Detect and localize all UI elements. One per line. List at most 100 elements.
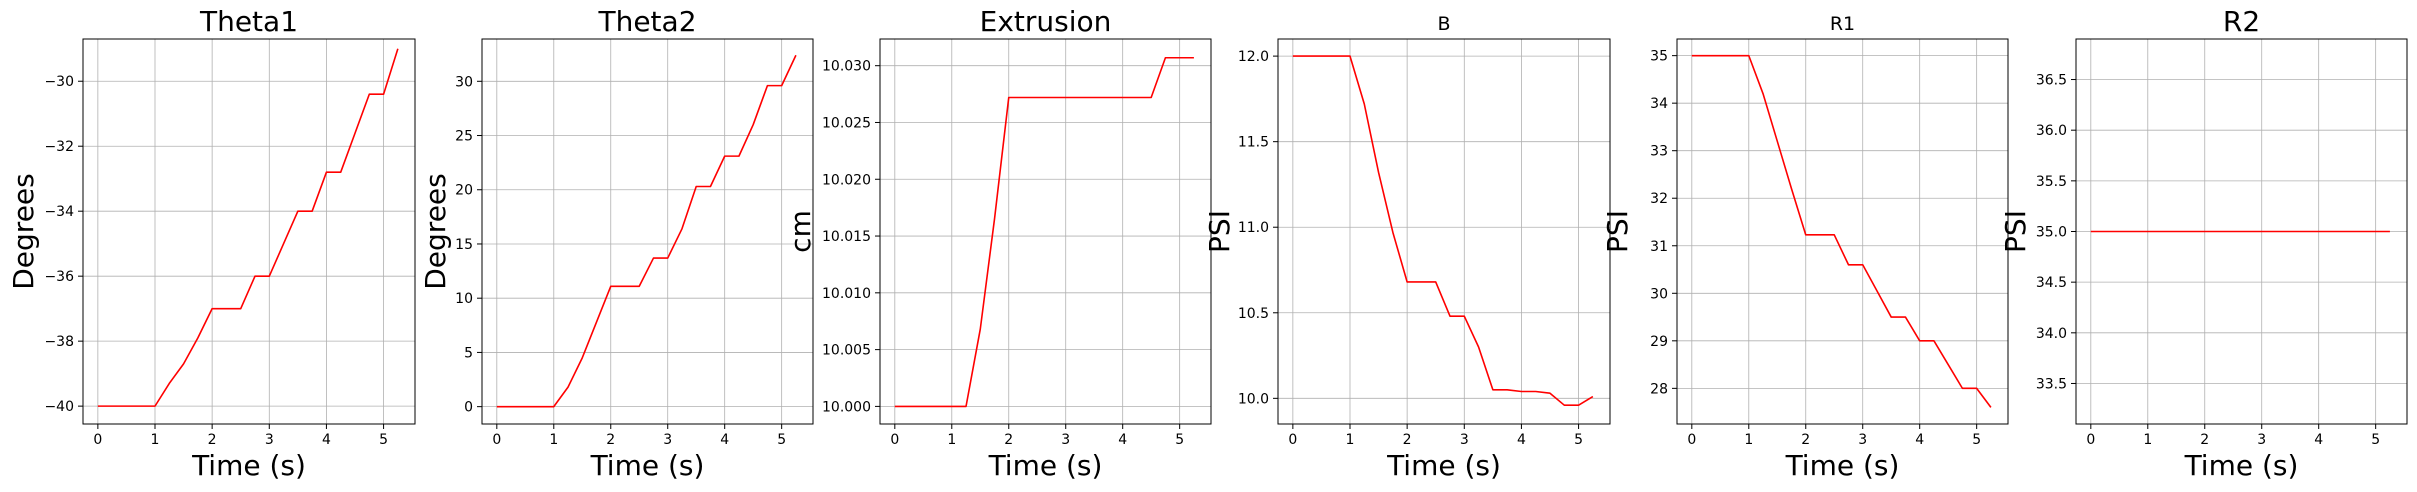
- y-tick-label: 29: [1650, 334, 1668, 350]
- y-axis-label: cm: [784, 210, 817, 253]
- x-tick-label: 0: [890, 432, 899, 448]
- y-tick-label: 36.0: [2036, 123, 2067, 139]
- x-tick-label: 4: [1517, 432, 1526, 448]
- y-tick-label: 11.5: [1238, 135, 1269, 151]
- x-axis-label: Time (s): [2184, 449, 2299, 482]
- y-tick-label: 10.010: [822, 286, 871, 302]
- y-axis-label: Degrees: [419, 173, 452, 290]
- x-tick-label: 5: [1574, 432, 1583, 448]
- chart-panel-1: 0 1 2 3 4 5 −40 −38 −36 −34 −32 −30 Theta1 Time (s) De…: [7, 5, 416, 482]
- x-tick-label: 2: [606, 432, 615, 448]
- x-tick-label: 3: [2257, 432, 2266, 448]
- x-tick-label: 4: [1118, 432, 1127, 448]
- series-line: [894, 56, 1194, 408]
- y-tick-label: 33.5: [2036, 376, 2067, 392]
- y-tick-label: 12.0: [1238, 49, 1269, 65]
- chart-title: Theta2: [597, 5, 696, 38]
- series-line: [496, 54, 797, 408]
- chart-title: R2: [2223, 5, 2260, 38]
- y-axis-label: PSI: [1601, 210, 1634, 253]
- chart-title: B: [1437, 13, 1450, 35]
- x-axis-label: Time (s): [988, 449, 1103, 482]
- y-tick-label: 34.0: [2036, 326, 2067, 342]
- x-tick-label: 1: [947, 432, 956, 448]
- y-tick-label: 35.0: [2036, 225, 2067, 241]
- y-axis-label: Degrees: [7, 173, 40, 290]
- y-tick-label: 28: [1650, 381, 1668, 397]
- y-tick-label: 33: [1650, 144, 1668, 160]
- chart-panel-4: 0 1 2 3 4 5 10.0 10.5 11.0 11.5 12.0 B Time (s) PSI: [1203, 13, 1611, 482]
- axes-frame: [1676, 38, 2009, 425]
- y-tick-label: 30: [1650, 286, 1668, 302]
- y-tick-label: 10.020: [822, 172, 871, 188]
- x-tick-label: 3: [265, 432, 274, 448]
- x-tick-label: 1: [549, 432, 558, 448]
- x-axis-label: Time (s): [590, 449, 705, 482]
- axes-frame: [82, 38, 416, 425]
- y-tick-label: −30: [44, 74, 74, 90]
- y-tick-label: −32: [44, 139, 74, 155]
- x-tick-label: 4: [322, 432, 331, 448]
- x-tick-label: 1: [2143, 432, 2152, 448]
- y-tick-label: 35: [1650, 49, 1668, 65]
- y-tick-label: 10.025: [822, 115, 871, 131]
- y-tick-label: 34.5: [2036, 275, 2067, 291]
- x-tick-label: 2: [208, 432, 217, 448]
- chart-panel-2: 0 1 2 3 4 5 0 5 10 15 20 25 30 Theta2 Time (s) Degrees: [419, 5, 814, 482]
- x-tick-label: 5: [2371, 432, 2380, 448]
- y-tick-label: 34: [1650, 96, 1668, 112]
- x-tick-label: 5: [1175, 432, 1184, 448]
- axes-frame: [1277, 38, 1611, 425]
- x-tick-label: 0: [1288, 432, 1297, 448]
- y-axis-label: PSI: [1999, 210, 2032, 253]
- y-tick-label: 36.5: [2036, 73, 2067, 89]
- x-tick-label: 1: [1346, 432, 1355, 448]
- y-tick-label: 10.030: [822, 59, 871, 75]
- x-tick-label: 2: [1403, 432, 1412, 448]
- x-tick-label: 3: [1460, 432, 1469, 448]
- x-tick-label: 5: [379, 432, 388, 448]
- chart-panel-3: 0 1 2 3 4 5 10.000 10.005 10.010 10.015 10.020 10.0…: [784, 5, 1212, 482]
- x-axis-label: Time (s): [191, 449, 306, 482]
- y-tick-label: 10.000: [822, 399, 871, 415]
- y-tick-label: 32: [1650, 191, 1668, 207]
- x-tick-label: 2: [2200, 432, 2209, 448]
- x-tick-label: 0: [93, 432, 102, 448]
- x-tick-label: 5: [777, 432, 786, 448]
- x-axis-label: Time (s): [1785, 449, 1900, 482]
- y-tick-label: 10.5: [1238, 306, 1269, 322]
- axes-frame: [879, 38, 1212, 425]
- y-tick-label: 10.005: [822, 343, 871, 359]
- x-tick-label: 3: [1858, 432, 1867, 448]
- x-tick-label: 1: [151, 432, 160, 448]
- x-tick-label: 3: [1061, 432, 1070, 448]
- y-tick-label: 0: [464, 400, 473, 416]
- series-line: [1292, 55, 1594, 406]
- y-tick-label: 5: [464, 345, 473, 361]
- x-tick-label: 4: [1915, 432, 1924, 448]
- y-tick-label: 15: [455, 237, 473, 253]
- x-tick-label: 1: [1744, 432, 1753, 448]
- x-tick-label: 0: [1687, 432, 1696, 448]
- y-tick-label: −38: [44, 334, 74, 350]
- x-tick-label: 4: [720, 432, 729, 448]
- y-tick-label: 30: [455, 74, 473, 90]
- y-tick-label: 10.015: [822, 229, 871, 245]
- x-tick-label: 3: [663, 432, 672, 448]
- y-tick-label: 35.5: [2036, 174, 2067, 190]
- x-axis-label: Time (s): [1386, 449, 1501, 482]
- y-tick-label: 25: [455, 129, 473, 145]
- x-tick-label: 0: [492, 432, 501, 448]
- y-tick-label: −36: [44, 269, 74, 285]
- y-tick-label: 10: [455, 291, 473, 307]
- y-tick-label: −40: [44, 399, 74, 415]
- x-tick-label: 0: [2086, 432, 2095, 448]
- chart-panel-6: 0 1 2 3 4 5 33.5 34.0 34.5 35.0 35.5 36.0 36.5 R2 Time…: [1999, 5, 2408, 482]
- series-line: [1691, 54, 1992, 408]
- y-tick-label: 20: [455, 183, 473, 199]
- x-tick-label: 4: [2314, 432, 2323, 448]
- y-tick-label: −34: [44, 204, 74, 220]
- series-line: [97, 48, 399, 407]
